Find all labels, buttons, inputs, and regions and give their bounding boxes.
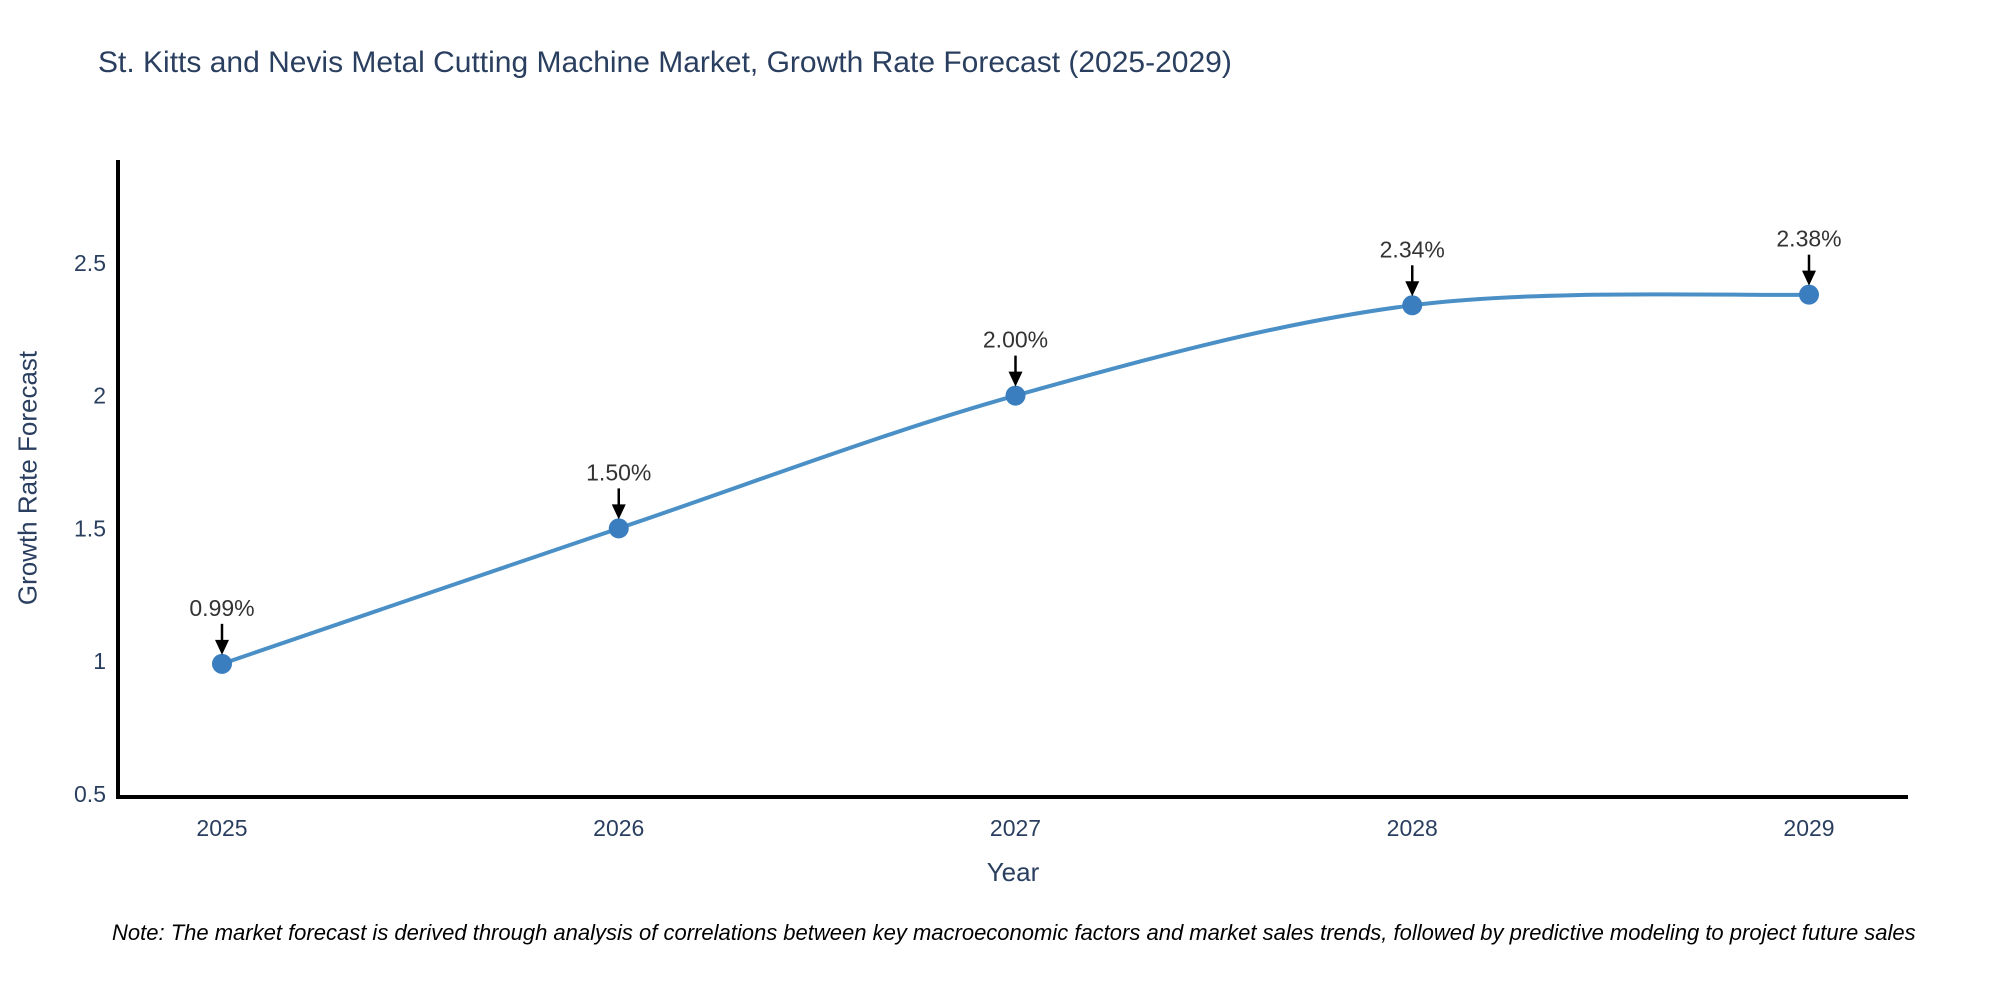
annotation-arrowhead-icon bbox=[1008, 371, 1023, 387]
annotation-arrowhead-icon bbox=[1802, 270, 1816, 286]
point-label: 2.34% bbox=[1380, 236, 1445, 262]
annotation-arrowhead-icon bbox=[1405, 281, 1420, 297]
x-axis-title: Year bbox=[986, 857, 1040, 887]
data-point-marker[interactable] bbox=[1005, 385, 1026, 406]
x-tick-label: 2026 bbox=[593, 815, 644, 841]
data-point-marker[interactable] bbox=[1799, 284, 1819, 305]
point-label: 1.50% bbox=[586, 459, 651, 485]
point-label: 0.99% bbox=[189, 595, 254, 621]
footnote: Note: The market forecast is derived thr… bbox=[112, 920, 1916, 945]
x-tick-label: 2028 bbox=[1387, 815, 1438, 841]
y-tick-label: 2 bbox=[93, 383, 106, 409]
data-point-marker[interactable] bbox=[1402, 295, 1423, 316]
y-tick-label: 1.5 bbox=[74, 515, 106, 541]
y-tick-label: 0.5 bbox=[74, 781, 106, 807]
x-tick-label: 2025 bbox=[196, 815, 247, 841]
chart-title: St. Kitts and Nevis Metal Cutting Machin… bbox=[98, 46, 1232, 79]
y-tick-label: 1 bbox=[93, 648, 106, 674]
x-tick-label: 2027 bbox=[990, 815, 1041, 841]
annotation-arrowhead-icon bbox=[611, 504, 626, 520]
data-point-marker[interactable] bbox=[608, 518, 629, 539]
point-label: 2.00% bbox=[983, 327, 1048, 353]
y-tick-label: 2.5 bbox=[74, 250, 106, 276]
x-tick-label: 2029 bbox=[1783, 815, 1834, 841]
annotation-arrowhead-icon bbox=[215, 639, 229, 655]
data-point-marker[interactable] bbox=[212, 653, 232, 674]
point-label: 2.38% bbox=[1776, 226, 1841, 252]
